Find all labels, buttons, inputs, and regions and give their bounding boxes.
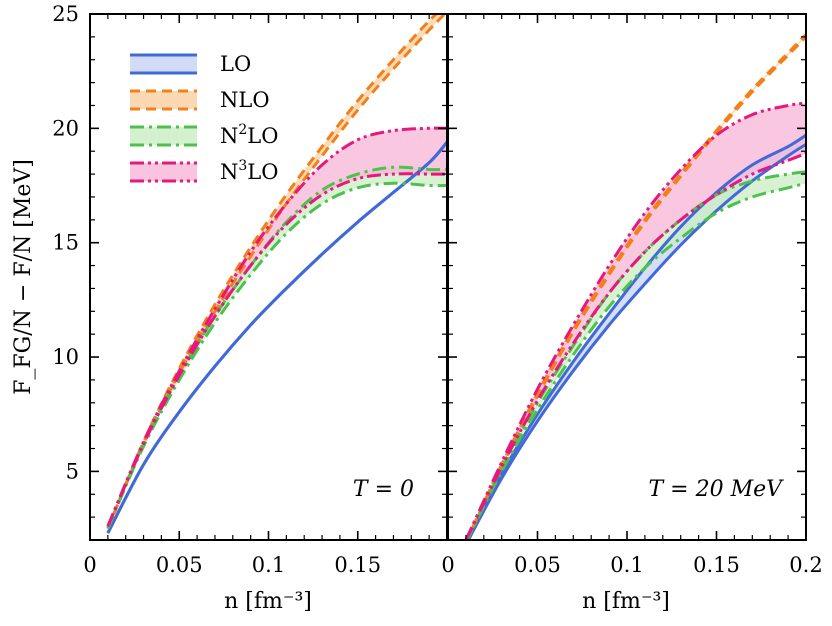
- panel-left-line-n3lo-upper: [106, 126, 447, 527]
- panel-left-x-tick-label: 0.15: [334, 553, 381, 577]
- legend-label-n3lo: N3LO: [220, 158, 278, 184]
- panel-left-band-n3lo: [107, 128, 447, 527]
- panel-right-line-n2lo-lower: [465, 181, 806, 540]
- panel-left-annotation: T = 0: [353, 477, 414, 502]
- panel-left-ticks: 0 0.05 0.1 0.15 5 10 15 20 25: [52, 2, 448, 577]
- y-tick-label: 25: [52, 2, 79, 26]
- panel-left-line-nlo-upper: [106, 14, 439, 530]
- panel-left-x-axis-title: n [fm⁻³]: [224, 589, 312, 614]
- y-axis-title: F_FG/N − F/N [MeV]: [11, 159, 36, 395]
- legend-entry-nlo: NLO: [130, 88, 270, 112]
- legend-entry-n2lo: N2LO: [130, 122, 278, 148]
- panel-left-line-nlo-lower: [106, 14, 447, 530]
- legend-swatch-n3lo: [130, 163, 197, 181]
- legend-entry-lo: LO: [130, 52, 251, 76]
- panel-left-lines: [106, 14, 447, 534]
- legend-label-lo: LO: [220, 52, 251, 76]
- panel-left-line-n3lo-lower: [106, 172, 447, 527]
- panel-left-band-nlo: [107, 14, 445, 529]
- panel-left: 0 0.05 0.1 0.15 5 10 15 20 25 T = 0 n [fm⁻³]: [52, 2, 448, 614]
- legend-label-n2lo: N2LO: [220, 122, 278, 148]
- panel-right-annotation: T = 20 MeV: [648, 477, 784, 502]
- legend: LO NLO N2LO N3LO: [130, 52, 278, 184]
- y-tick-label: 15: [52, 231, 79, 255]
- panel-right-ticks: 0 0.05 0.1 0.15 0.2: [441, 13, 823, 577]
- panel-right-line-n3lo-upper: [464, 101, 806, 540]
- panel-left-line-n2lo-upper: [106, 165, 447, 530]
- panel-left-line-n2lo-lower: [106, 181, 447, 530]
- legend-entry-n3lo: N3LO: [130, 158, 278, 184]
- panel-right-x-axis-title: n [fm⁻³]: [582, 589, 670, 614]
- panel-right-x-tick-label: 0.1: [610, 553, 643, 577]
- y-tick-label: 5: [66, 459, 79, 483]
- y-tick-label: 20: [52, 116, 79, 140]
- y-tick-label: 10: [52, 345, 79, 369]
- legend-label-nlo: NLO: [220, 88, 270, 112]
- panel-left-band-n2lo: [107, 167, 447, 529]
- panel-left-bands: [107, 14, 447, 534]
- panel-right-line-nlo-upper: [465, 33, 806, 540]
- legend-swatch-lo: [130, 55, 197, 73]
- panel-right-lines: [464, 33, 806, 540]
- panel-right: 0 0.05 0.1 0.15 0.2 T = 20 MeV n [fm⁻³]: [441, 13, 823, 614]
- panel-right-line-n3lo-lower: [464, 152, 806, 540]
- panel-left-line-lo-lower: [106, 141, 447, 534]
- panel-right-x-tick-label: 0.05: [514, 553, 561, 577]
- panel-right-band-n3lo: [465, 103, 806, 540]
- panel-right-x-tick-label: 0.2: [789, 553, 822, 577]
- panel-right-x-tick-label: 0.15: [693, 553, 740, 577]
- panel-left-band-lo: [107, 142, 447, 534]
- panel-right-x-tick-label: 0: [441, 553, 454, 577]
- panel-left-x-tick-label: 0: [83, 553, 96, 577]
- panel-right-bands: [465, 34, 806, 540]
- panel-left-line-lo-upper: [106, 141, 447, 534]
- legend-swatch-nlo: [130, 91, 197, 109]
- panel-right-line-lo-lower: [466, 143, 806, 540]
- panel-left-x-tick-label: 0.1: [252, 553, 285, 577]
- panel-left-x-tick-label: 0.05: [156, 553, 203, 577]
- legend-swatch-n2lo: [130, 127, 197, 145]
